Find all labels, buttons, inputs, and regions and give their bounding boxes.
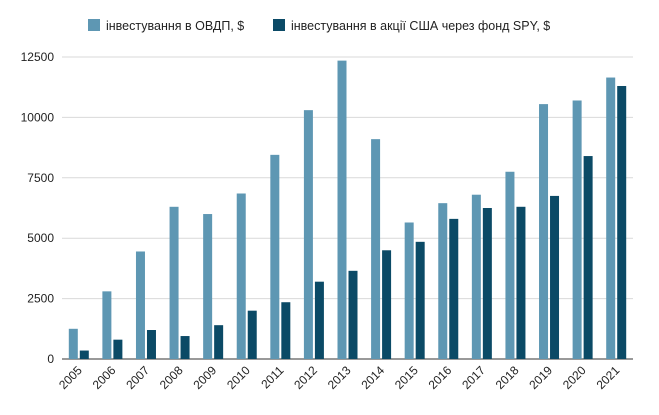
x-tick-label: 2020 — [560, 363, 589, 392]
bar-ovdp-2011 — [270, 154, 280, 359]
y-tick-label: 7500 — [27, 171, 54, 185]
y-tick-label: 2500 — [27, 292, 54, 306]
bar-ovdp-2015 — [404, 222, 414, 359]
bar-spy-2011 — [281, 302, 291, 359]
bar-spy-2006 — [113, 339, 123, 359]
bar-spy-2012 — [314, 281, 324, 359]
bar-spy-2005 — [79, 350, 89, 359]
x-tick-label: 2011 — [258, 363, 286, 391]
bar-spy-2009 — [214, 325, 224, 359]
x-tick-label: 2021 — [594, 363, 623, 392]
x-tick-label: 2016 — [426, 363, 455, 392]
x-tick-label: 2007 — [123, 363, 152, 392]
y-tick-label: 0 — [47, 352, 54, 366]
x-axis-ticks: 2005 2006 2007 2008 2009 2010 2011 2012 2013 2014… — [56, 363, 622, 392]
y-tick-label: 12500 — [21, 50, 55, 64]
bar-ovdp-2020 — [572, 100, 582, 359]
legend: інвестування в ОВДП, $ інвестування в ак… — [88, 19, 550, 33]
bar-spy-2020 — [583, 156, 593, 359]
bar-spy-2014 — [382, 250, 392, 359]
bar-spy-2021 — [617, 85, 627, 359]
bar-ovdp-2008 — [169, 206, 179, 359]
bar-ovdp-2013 — [337, 60, 347, 360]
bar-spy-2010 — [247, 310, 257, 359]
legend-label-spy: інвестування в акції США через фонд SPY,… — [291, 19, 550, 33]
bar-spy-2013 — [348, 270, 358, 359]
bar-ovdp-2017 — [471, 194, 481, 359]
bar-ovdp-2010 — [236, 193, 246, 359]
x-tick-label: 2010 — [224, 363, 253, 392]
bar-spy-2018 — [516, 206, 526, 359]
x-tick-label: 2006 — [90, 363, 119, 392]
x-tick-label: 2014 — [358, 363, 387, 392]
bar-spy-2008 — [180, 336, 190, 359]
x-tick-label: 2013 — [325, 363, 354, 392]
x-tick-label: 2017 — [459, 363, 488, 392]
bar-ovdp-2019 — [539, 104, 549, 359]
x-tick-label: 2015 — [392, 363, 421, 392]
bar-ovdp-2005 — [68, 328, 78, 359]
bar-spy-2019 — [550, 195, 560, 359]
x-tick-label: 2008 — [157, 363, 186, 392]
x-tick-label: 2009 — [190, 363, 219, 392]
bar-spy-2017 — [482, 208, 492, 359]
legend-label-ovdp: інвестування в ОВДП, $ — [106, 19, 244, 33]
bar-spy-2016 — [449, 218, 459, 359]
bar-ovdp-2018 — [505, 171, 515, 359]
bar-ovdp-2006 — [102, 291, 112, 359]
x-tick-label: 2018 — [493, 363, 522, 392]
bars — [68, 60, 627, 360]
bar-spy-2007 — [146, 330, 156, 359]
bar-ovdp-2014 — [371, 139, 381, 359]
bar-spy-2015 — [415, 241, 425, 359]
y-tick-label: 10000 — [21, 110, 55, 124]
x-tick-label: 2005 — [56, 363, 85, 392]
bar-ovdp-2021 — [606, 77, 616, 359]
y-tick-label: 5000 — [27, 231, 54, 245]
bar-ovdp-2012 — [303, 110, 313, 359]
bar-ovdp-2009 — [203, 214, 213, 359]
y-axis-ticks: 0 2500 5000 7500 10000 12500 — [21, 50, 55, 366]
bar-ovdp-2007 — [135, 251, 145, 359]
bar-ovdp-2016 — [438, 203, 448, 359]
gridlines — [62, 56, 633, 360]
x-tick-label: 2019 — [526, 363, 555, 392]
x-tick-label: 2012 — [291, 363, 320, 392]
legend-swatch-ovdp — [88, 19, 100, 31]
legend-swatch-spy — [273, 19, 285, 31]
